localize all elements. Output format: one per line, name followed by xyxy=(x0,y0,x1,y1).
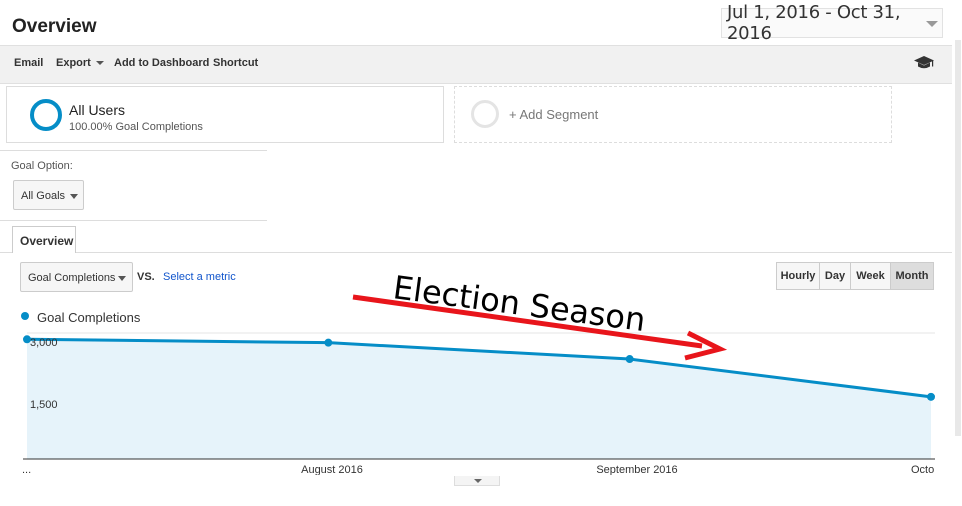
page-scrollbar[interactable] xyxy=(955,40,961,436)
goal-completions-chart: 3,000 1,500 ... August 2016 September 20… xyxy=(22,332,935,475)
red-arrow-shaft xyxy=(352,294,703,349)
series-line xyxy=(26,337,932,399)
granularity-day-button[interactable]: Day xyxy=(820,262,851,290)
y-tick-label: 1,500 xyxy=(30,399,58,411)
x-tick-label: Octo xyxy=(911,464,934,475)
data-point[interactable] xyxy=(324,338,333,347)
add-to-dashboard-button[interactable]: Add to Dashboard xyxy=(114,57,210,69)
segment-name: All Users xyxy=(69,102,126,118)
granularity-week-button[interactable]: Week xyxy=(851,262,891,290)
red-arrow-head xyxy=(684,330,728,361)
page-title: Overview xyxy=(12,16,97,37)
x-tick-label: ... xyxy=(22,464,31,475)
segment-subtitle: 100.00% Goal Completions xyxy=(69,121,203,133)
segment-ring-icon xyxy=(30,99,62,131)
chevron-down-icon xyxy=(474,479,482,483)
granularity-toggle: Hourly Day Week Month xyxy=(776,262,934,290)
email-button[interactable]: Email xyxy=(14,57,44,69)
series-points xyxy=(23,335,935,401)
goal-option-select[interactable]: All Goals xyxy=(13,180,84,210)
metric-select[interactable]: Goal Completions xyxy=(20,262,133,292)
divider xyxy=(0,220,267,221)
date-range-picker[interactable]: Jul 1, 2016 - Oct 31, 2016 xyxy=(721,2,943,44)
y-tick-label: 3,000 xyxy=(30,337,58,349)
x-tick-label: August 2016 xyxy=(301,464,363,475)
metric-select-value: Goal Completions xyxy=(28,272,116,284)
date-range-text: Jul 1, 2016 - Oct 31, 2016 xyxy=(727,2,901,44)
add-segment-button[interactable]: + Add Segment xyxy=(454,86,892,143)
chevron-down-icon xyxy=(95,61,104,66)
empty-segment-ring-icon xyxy=(471,100,499,128)
vs-label: VS. xyxy=(137,271,155,283)
export-button[interactable]: Export xyxy=(56,57,104,69)
divider xyxy=(0,150,267,151)
add-segment-label: + Add Segment xyxy=(509,107,599,122)
chevron-down-icon xyxy=(118,276,126,281)
election-season-annotation: Election Season xyxy=(352,268,728,361)
divider xyxy=(76,252,952,253)
divider xyxy=(0,252,12,253)
x-tick-label: September 2016 xyxy=(596,464,677,475)
chevron-down-icon xyxy=(926,21,938,27)
segment-all-users[interactable]: All Users 100.00% Goal Completions xyxy=(6,86,444,143)
legend-label: Goal Completions xyxy=(37,310,141,325)
graduation-cap-icon[interactable] xyxy=(914,56,934,70)
tab-overview-label: Overview xyxy=(20,234,74,248)
granularity-hourly-button[interactable]: Hourly xyxy=(776,262,820,290)
chevron-down-icon xyxy=(70,194,78,199)
data-point[interactable] xyxy=(625,355,634,364)
export-label: Export xyxy=(56,57,91,69)
data-point[interactable] xyxy=(927,392,935,401)
select-metric-link[interactable]: Select a metric xyxy=(163,271,236,283)
granularity-month-button[interactable]: Month xyxy=(891,262,934,290)
legend-dot-icon xyxy=(21,312,29,320)
shortcut-button[interactable]: Shortcut xyxy=(213,57,259,69)
election-season-label: Election Season xyxy=(391,268,648,339)
chart-collapse-toggle[interactable] xyxy=(454,476,500,486)
tab-overview[interactable]: Overview xyxy=(12,226,76,253)
report-toolbar: Email Export Add to Dashboard Shortcut xyxy=(0,45,952,84)
goal-option-value: All Goals xyxy=(21,190,66,202)
goal-option-label: Goal Option: xyxy=(11,160,73,172)
data-point[interactable] xyxy=(23,335,31,344)
